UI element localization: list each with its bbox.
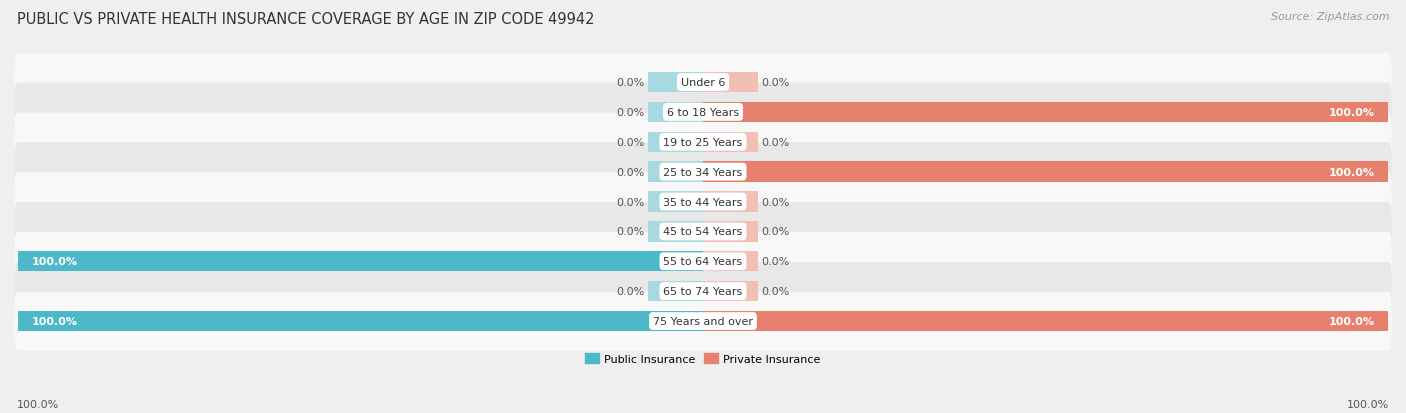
FancyBboxPatch shape	[14, 143, 1392, 202]
Bar	[648, 222, 703, 242]
Bar	[648, 102, 703, 123]
Text: 100.0%: 100.0%	[31, 316, 77, 326]
Bar	[703, 102, 1388, 123]
Text: 0.0%: 0.0%	[616, 108, 645, 118]
Text: 100.0%: 100.0%	[1329, 108, 1375, 118]
Text: 100.0%: 100.0%	[1329, 167, 1375, 177]
Legend: Public Insurance, Private Insurance: Public Insurance, Private Insurance	[581, 349, 825, 368]
Text: 0.0%: 0.0%	[761, 256, 790, 267]
Text: 0.0%: 0.0%	[761, 197, 790, 207]
Text: 0.0%: 0.0%	[616, 197, 645, 207]
Bar	[703, 162, 1388, 183]
Text: 6 to 18 Years: 6 to 18 Years	[666, 108, 740, 118]
Text: 0.0%: 0.0%	[616, 138, 645, 147]
Bar	[18, 311, 703, 331]
FancyBboxPatch shape	[14, 83, 1392, 142]
Bar	[703, 311, 1388, 331]
Text: 100.0%: 100.0%	[31, 256, 77, 267]
Text: 0.0%: 0.0%	[761, 287, 790, 297]
Text: 0.0%: 0.0%	[761, 78, 790, 88]
Bar	[648, 281, 703, 301]
Text: Under 6: Under 6	[681, 78, 725, 88]
Text: 0.0%: 0.0%	[616, 227, 645, 237]
Text: 55 to 64 Years: 55 to 64 Years	[664, 256, 742, 267]
Text: 45 to 54 Years: 45 to 54 Years	[664, 227, 742, 237]
Bar	[703, 192, 758, 212]
Bar	[18, 252, 703, 272]
Text: 0.0%: 0.0%	[616, 167, 645, 177]
Bar	[703, 132, 758, 152]
Text: 100.0%: 100.0%	[17, 399, 59, 409]
Bar	[703, 281, 758, 301]
FancyBboxPatch shape	[14, 262, 1392, 320]
Text: 75 Years and over: 75 Years and over	[652, 316, 754, 326]
Text: 65 to 74 Years: 65 to 74 Years	[664, 287, 742, 297]
Bar	[648, 162, 703, 183]
Bar	[703, 73, 758, 93]
Bar	[648, 132, 703, 152]
Bar	[648, 192, 703, 212]
Text: 19 to 25 Years: 19 to 25 Years	[664, 138, 742, 147]
Text: 100.0%: 100.0%	[1347, 399, 1389, 409]
Text: Source: ZipAtlas.com: Source: ZipAtlas.com	[1271, 12, 1389, 22]
Text: 25 to 34 Years: 25 to 34 Years	[664, 167, 742, 177]
Text: 35 to 44 Years: 35 to 44 Years	[664, 197, 742, 207]
FancyBboxPatch shape	[14, 233, 1392, 291]
FancyBboxPatch shape	[14, 173, 1392, 231]
Text: 0.0%: 0.0%	[616, 78, 645, 88]
FancyBboxPatch shape	[14, 54, 1392, 112]
Text: 100.0%: 100.0%	[1329, 316, 1375, 326]
Text: 0.0%: 0.0%	[761, 227, 790, 237]
Text: PUBLIC VS PRIVATE HEALTH INSURANCE COVERAGE BY AGE IN ZIP CODE 49942: PUBLIC VS PRIVATE HEALTH INSURANCE COVER…	[17, 12, 595, 27]
FancyBboxPatch shape	[14, 292, 1392, 351]
FancyBboxPatch shape	[14, 203, 1392, 261]
Text: 0.0%: 0.0%	[616, 287, 645, 297]
FancyBboxPatch shape	[14, 113, 1392, 172]
Bar	[703, 252, 758, 272]
Bar	[703, 222, 758, 242]
Text: 0.0%: 0.0%	[761, 138, 790, 147]
Bar	[648, 73, 703, 93]
